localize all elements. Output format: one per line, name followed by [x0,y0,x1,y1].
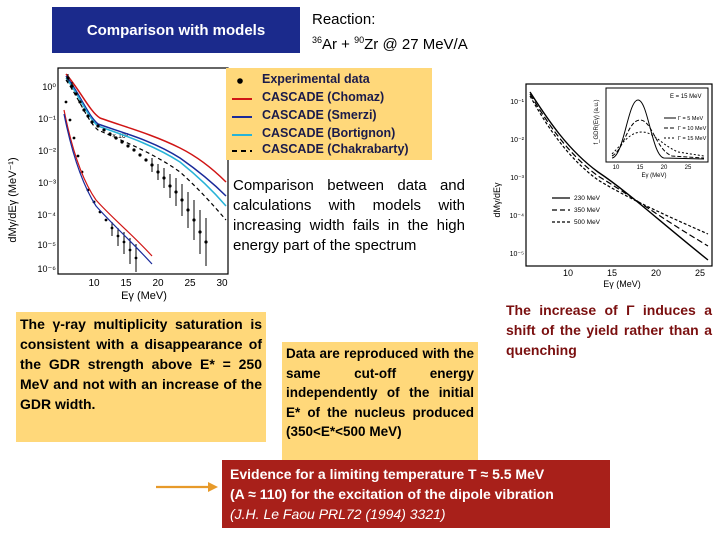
inset-xtick: 20 [661,165,668,171]
right-ytick: 10⁻² [510,137,524,144]
curve-bortignon [65,77,227,207]
legend-item-bortignon: CASCADE (Bortignon) [232,126,395,140]
argon-mass: 36 [312,35,323,45]
right-plot-ylabel: dMγ/dEγ [492,182,502,218]
inset-xtick: 15 [637,165,644,171]
argon-symbol: Ar + [322,36,355,53]
inset-legend-item: Γ = 10 MeV [678,126,707,132]
saturation-note: The γ-ray multiplicity saturation is con… [16,312,266,442]
right-plot-legend: 230 MeV 350 MeV 500 MeV [552,195,601,226]
left-xtick: 25 [184,278,196,289]
reproduced-note: Data are reproduced with the same cut-of… [282,342,478,460]
inset-xtick: 10 [613,165,620,171]
model-legend: Experimental data CASCADE (Chomaz) CASCA… [226,68,432,160]
slide-title: Comparison with models [86,21,266,39]
inset-ylabel: f_GDR(Eγ) (a.u.) [594,99,600,144]
dot-icon [232,75,252,85]
curve-chomaz [65,73,227,183]
right-legend-item: 350 MeV [574,207,601,214]
left-plot-scale-note: × 10³ [112,133,129,140]
left-xtick: 30 [216,278,228,289]
arrow-right-icon [156,482,218,492]
reaction-formula: 36Ar + 90Zr @ 27 MeV/A [312,30,468,55]
inset-xlabel: Eγ (MeV) [641,173,666,179]
zirconium-mass: 90 [354,35,365,45]
right-spectrum-plot: 10⁻¹ 10⁻² 10⁻³ 10⁻⁴ 10⁻⁵ 10 15 20 25 Eγ … [492,83,713,289]
evidence-reference: (J.H. Le Faou PRL72 (1994) 3321) [230,506,446,522]
left-xtick: 15 [120,278,132,289]
right-ytick: 10⁻³ [510,175,524,182]
left-plot-xticks: 10 15 20 25 30 [88,278,228,289]
legend-item-chakrabarty: CASCADE (Chakrabarty) [232,142,409,156]
left-ytick: 10⁰ [42,82,56,92]
curve-smerzi [65,75,227,197]
comparison-text: Comparison between data and calculations… [233,177,465,254]
left-ytick: 10⁻³ [38,178,56,188]
right-plot-inset: f_GDR(Eγ) (a.u.) Eγ (MeV) 10 15 20 25 E … [594,87,709,179]
curve-350-mev [529,93,709,247]
right-ytick: 10⁻¹ [510,99,524,106]
right-ytick: 10⁻⁴ [510,213,525,220]
left-spectrum-plot: 10⁰ 10⁻¹ 10⁻² 10⁻³ 10⁻⁴ 10⁻⁵ 10⁻⁶ 10 15 … [7,67,229,302]
reaction-heading: Reaction: [312,11,376,28]
left-plot-yticks: 10⁰ 10⁻¹ 10⁻² 10⁻³ 10⁻⁴ 10⁻⁵ 10⁻⁶ [37,82,56,274]
evidence-box: Evidence for a limiting temperature T ≈ … [222,460,610,528]
right-xtick: 25 [695,268,705,278]
zirconium-symbol: Zr @ 27 MeV/A [364,36,468,53]
right-plot-yticks: 10⁻¹ 10⁻² 10⁻³ 10⁻⁴ 10⁻⁵ [510,99,525,258]
lower-curve-smerzi [63,113,153,265]
legend-item-smerzi: CASCADE (Smerzi) [232,108,377,122]
right-xtick: 20 [651,268,661,278]
right-legend-item: 500 MeV [574,219,601,226]
inset-energy: E = 15 MeV [670,94,702,100]
legend-item-experimental: Experimental data [232,72,370,86]
left-ytick: 10⁻⁴ [37,210,56,220]
lower-error-bars [111,222,137,272]
curve-chakrabarty [65,79,227,221]
curve-230-mev [529,91,709,261]
left-xtick: 10 [88,278,100,289]
left-plot-ylabel: dMγ/dEγ (MeV⁻¹) [7,157,19,242]
right-ytick: 10⁻⁵ [510,251,524,258]
title-box: Comparison with models [52,7,300,53]
legend-item-chomaz: CASCADE (Chomaz) [232,90,384,104]
right-plot-xticks: 10 15 20 25 [563,268,705,278]
left-plot-xlabel: Eγ (MeV) [121,290,167,302]
inset-xtick: 25 [685,165,692,171]
left-ytick: 10⁻⁶ [38,264,57,274]
inset-legend-item: Γ = 15 MeV [678,136,707,142]
left-ytick: 10⁻¹ [38,114,56,124]
evidence-line-1: Evidence for a limiting temperature T ≈ … [230,466,545,482]
left-ytick: 10⁻⁵ [38,240,57,250]
blue-line-icon [232,111,252,121]
lower-curve-chomaz [63,109,153,257]
red-line-icon [232,93,252,103]
inset-legend-item: Γ = 5 MeV [678,116,704,122]
left-xtick: 20 [152,278,164,289]
right-plot-xlabel: Eγ (MeV) [603,279,641,289]
right-legend-item: 230 MeV [574,195,601,202]
dashed-line-icon [232,145,252,155]
evidence-line-2: (A ≈ 110) for the excitation of the dipo… [230,486,554,502]
gamma-shift-note: The increase of Γ induces a shift of the… [506,302,712,358]
right-xtick: 15 [607,268,617,278]
right-xtick: 10 [563,268,573,278]
cyan-line-icon [232,129,252,139]
reaction-label: Reaction: 36Ar + 90Zr @ 27 MeV/A [312,10,468,55]
left-ytick: 10⁻² [38,146,56,156]
error-bars [67,74,207,266]
